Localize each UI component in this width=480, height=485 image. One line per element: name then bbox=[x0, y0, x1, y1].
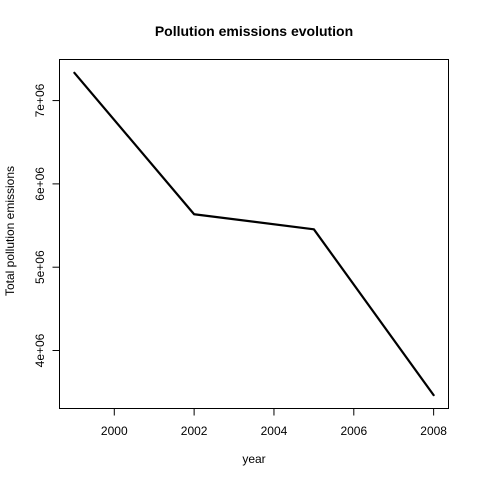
y-tick-label: 7e+06 bbox=[33, 83, 47, 117]
y-tick-label: 6e+06 bbox=[33, 167, 47, 201]
plot-frame bbox=[59, 59, 449, 409]
chart-title: Pollution emissions evolution bbox=[155, 23, 353, 39]
x-tick-label: 2002 bbox=[181, 424, 208, 438]
y-axis-label: Total pollution emissions bbox=[3, 166, 17, 296]
series-layer bbox=[73, 71, 435, 397]
x-axis-label: year bbox=[242, 452, 265, 466]
x-tick-label: 2008 bbox=[420, 424, 447, 438]
x-tick-label: 2000 bbox=[101, 424, 128, 438]
x-axis: 2000 2002 2004 2006 2008 bbox=[101, 408, 447, 438]
x-tick-label: 2006 bbox=[340, 424, 367, 438]
y-tick-label: 5e+06 bbox=[33, 250, 47, 284]
series-line bbox=[73, 71, 435, 397]
x-tick-label: 2004 bbox=[261, 424, 288, 438]
y-axis: 4e+06 5e+06 6e+06 7e+06 bbox=[33, 83, 60, 367]
y-tick-label: 4e+06 bbox=[33, 333, 47, 367]
